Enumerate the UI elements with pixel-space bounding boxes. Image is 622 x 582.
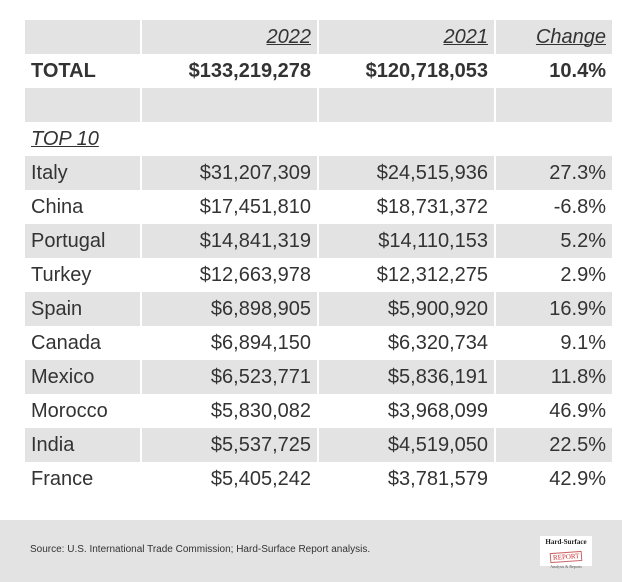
footer: Source: U.S. International Trade Commiss…	[0, 520, 622, 582]
change-cell: 9.1%	[560, 331, 606, 354]
change-cell: 5.2%	[496, 224, 612, 258]
value-2021-cell: $24,515,936	[319, 156, 494, 190]
header-change: Change	[535, 25, 606, 48]
section-row: TOP 10	[25, 122, 612, 156]
country-cell: Italy	[25, 156, 140, 190]
country-cell: Mexico	[25, 360, 140, 394]
header-2022: 2022	[266, 25, 312, 48]
table-row: Morocco $5,830,082 $3,968,099 46.9%	[25, 394, 612, 428]
change-cell: 2.9%	[560, 263, 606, 286]
change-cell: 42.9%	[549, 467, 606, 490]
table-row: Mexico $6,523,771 $5,836,191 11.8%	[25, 360, 612, 394]
value-2022-cell: $6,898,905	[142, 292, 317, 326]
value-2022-cell: $5,537,725	[142, 428, 317, 462]
table-row: Canada $6,894,150 $6,320,734 9.1%	[25, 326, 612, 360]
country-cell: India	[25, 428, 140, 462]
value-2022-cell: $6,894,150	[210, 331, 311, 354]
change-cell: 22.5%	[496, 428, 612, 462]
value-2022-cell: $5,405,242	[210, 467, 311, 490]
change-cell: 27.3%	[496, 156, 612, 190]
value-2021-cell: $12,312,275	[376, 263, 488, 286]
country-cell: Portugal	[25, 224, 140, 258]
value-2022-cell: $31,207,309	[142, 156, 317, 190]
value-2022-cell: $5,830,082	[210, 399, 311, 422]
total-2021: $120,718,053	[365, 59, 488, 82]
country-cell: Spain	[25, 292, 140, 326]
table-row: Spain $6,898,905 $5,900,920 16.9%	[25, 292, 612, 326]
header-2021: 2021	[443, 25, 489, 48]
value-2022-cell: $17,451,810	[199, 195, 311, 218]
country-cell: Morocco	[31, 399, 108, 422]
imports-table: 2022 2021 Change TOTAL $133,219,278 $120…	[23, 20, 614, 496]
country-cell: Turkey	[31, 263, 92, 286]
value-2022-cell: $12,663,978	[199, 263, 311, 286]
value-2021-cell: $3,968,099	[387, 399, 488, 422]
header-row: 2022 2021 Change	[25, 20, 612, 54]
header-blank	[25, 20, 140, 54]
total-2022: $133,219,278	[188, 59, 311, 82]
value-2022-cell: $14,841,319	[142, 224, 317, 258]
total-label: TOTAL	[31, 59, 96, 82]
country-cell: France	[31, 467, 94, 490]
value-2021-cell: $3,781,579	[387, 467, 488, 490]
total-change: 10.4%	[549, 59, 606, 82]
table-row: Turkey $12,663,978 $12,312,275 2.9%	[25, 258, 612, 292]
country-cell: Canada	[31, 331, 102, 354]
section-label: TOP 10	[31, 127, 99, 150]
value-2022-cell: $6,523,771	[142, 360, 317, 394]
value-2021-cell: $4,519,050	[319, 428, 494, 462]
change-cell: -6.8%	[553, 195, 606, 218]
spacer-row	[25, 88, 612, 122]
change-cell: 46.9%	[549, 399, 606, 422]
change-cell: 11.8%	[496, 360, 612, 394]
table-row: Portugal $14,841,319 $14,110,153 5.2%	[25, 224, 612, 258]
table-row: Italy $31,207,309 $24,515,936 27.3%	[25, 156, 612, 190]
value-2021-cell: $5,836,191	[319, 360, 494, 394]
change-cell: 16.9%	[496, 292, 612, 326]
total-row: TOTAL $133,219,278 $120,718,053 10.4%	[25, 54, 612, 88]
table-row: India $5,537,725 $4,519,050 22.5%	[25, 428, 612, 462]
source-note: Source: U.S. International Trade Commiss…	[30, 544, 371, 555]
value-2021-cell: $14,110,153	[319, 224, 494, 258]
table-row: France $5,405,242 $3,781,579 42.9%	[25, 462, 612, 496]
hard-surface-report-logo: Hard-Surface REPORT Analysis & Reports	[540, 536, 592, 569]
country-cell: China	[31, 195, 84, 218]
value-2021-cell: $18,731,372	[376, 195, 488, 218]
value-2021-cell: $6,320,734	[387, 331, 488, 354]
table-row: China $17,451,810 $18,731,372 -6.8%	[25, 190, 612, 224]
value-2021-cell: $5,900,920	[319, 292, 494, 326]
